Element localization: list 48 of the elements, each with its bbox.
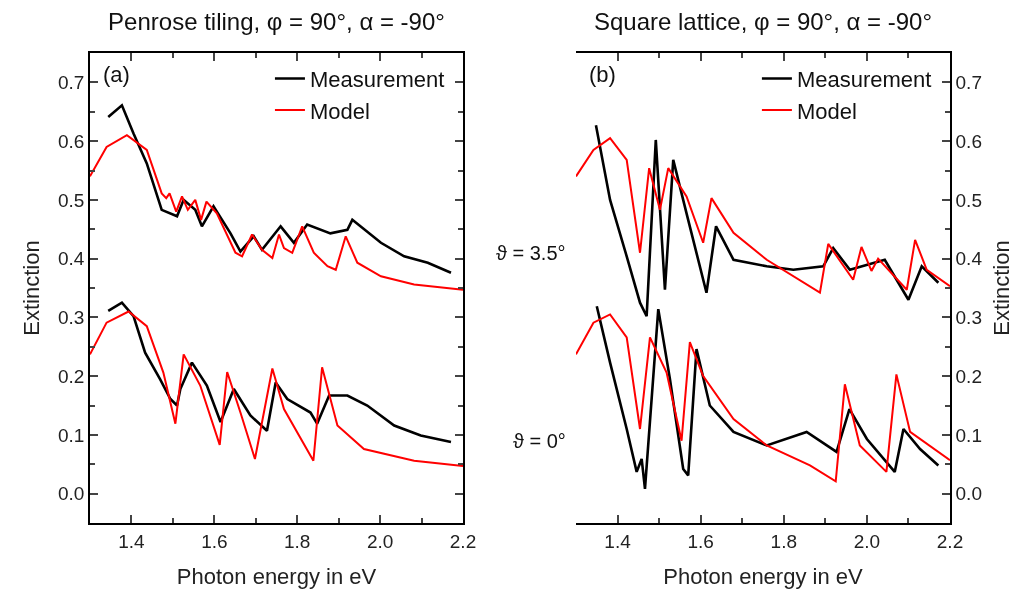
y2-tick-label: 0.7	[955, 72, 982, 94]
text: ϑ = 0°	[513, 430, 566, 452]
x-tick-label: 1.6	[201, 530, 228, 552]
legend-label: Model	[309, 98, 370, 124]
line-series	[106, 301, 453, 444]
x-tick-label: 1.4	[118, 530, 146, 552]
y-tick-label: 0.1	[58, 424, 85, 446]
x-tick-label: 1.6	[687, 530, 714, 552]
chart-title: Square lattice, φ = 90°, α = -90°	[593, 8, 933, 36]
x-tick-label: 1.8	[770, 530, 797, 552]
y2-tick-label: 0.3	[955, 307, 982, 329]
x-axis-title: Photon energy in eV	[176, 563, 377, 589]
y-axis-title: Extinction	[19, 240, 45, 336]
text: ϑ = 3.5°	[496, 242, 566, 264]
line-series	[576, 137, 950, 294]
y-tick-label: 0.2	[58, 365, 85, 387]
legend-label: Measurement	[309, 67, 445, 93]
y-tick-label: 0.4	[58, 248, 85, 270]
annotation: (b)	[589, 62, 616, 87]
line-series	[106, 103, 453, 275]
x-tick-label: 2.0	[366, 530, 394, 552]
y-tick-label: 0.7	[58, 72, 85, 94]
y2-axis-title: Extinction	[988, 240, 1014, 336]
y2-tick-label: 0.5	[955, 189, 982, 211]
y2-tick-label: 0.4	[955, 248, 983, 270]
y2-tick-label: 0.1	[955, 424, 982, 446]
y2-tick-label: 0.2	[955, 365, 982, 387]
line-series	[90, 310, 463, 468]
legend-label: Measurement	[796, 67, 932, 93]
line-series	[594, 123, 940, 318]
annotation: (a)	[103, 62, 130, 87]
x-tick-label: 2.2	[936, 530, 964, 552]
x-tick-label: 1.4	[604, 530, 632, 552]
y-tick-label: 0.5	[58, 189, 85, 211]
line-series	[90, 134, 463, 291]
line-series	[576, 313, 950, 483]
y2-tick-label: 0.0	[955, 483, 982, 505]
y-tick-label: 0.0	[58, 483, 85, 505]
y-tick-label: 0.6	[58, 130, 85, 152]
chart-title: Penrose tiling, φ = 90°, α = -90°	[108, 8, 445, 36]
x-tick-label: 2.2	[449, 530, 477, 552]
line-series	[595, 304, 940, 491]
legend-label: Model	[796, 98, 857, 124]
x-tick-label: 1.8	[284, 530, 311, 552]
y2-tick-label: 0.6	[955, 130, 982, 152]
y-tick-label: 0.3	[58, 307, 85, 329]
x-axis-title: Photon energy in eV	[663, 563, 863, 589]
x-tick-label: 2.0	[853, 530, 881, 552]
